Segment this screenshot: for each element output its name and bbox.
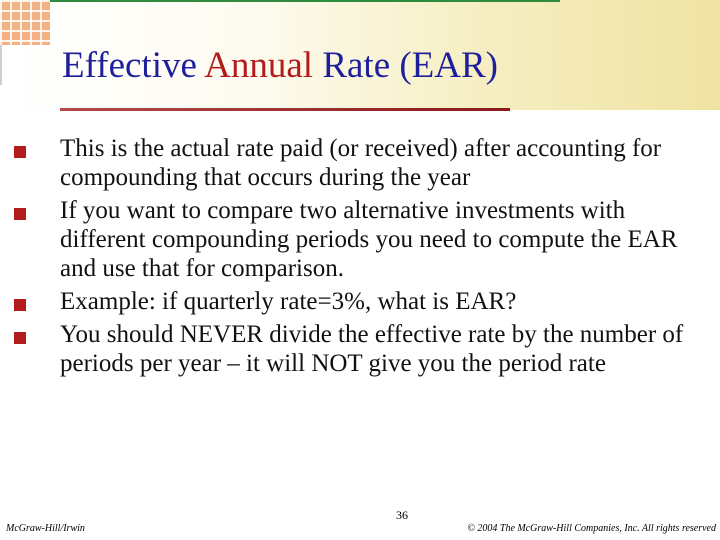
square-bullet-icon [14,299,26,311]
footer-publisher: McGraw-Hill/Irwin [6,523,85,534]
bullet-text: This is the actual rate paid (or receive… [60,135,662,191]
square-bullet-icon [14,146,26,158]
decorative-grid [0,0,50,45]
slide-title-accent: Annual [204,45,314,86]
header-background [0,0,720,110]
decorative-left-line [0,45,2,85]
slide-title-part1: Effective [62,45,205,86]
bullet-text: You should NEVER divide the effective ra… [60,321,684,377]
bullet-list: This is the actual rate paid (or receive… [14,134,704,382]
bullet-item: If you want to compare two alternative i… [14,196,704,283]
square-bullet-icon [14,332,26,344]
title-underline [60,108,510,111]
slide-title: Effective Annual Rate (EAR) [62,44,498,87]
footer-copyright: © 2004 The McGraw-Hill Companies, Inc. A… [467,523,716,534]
decorative-top-line [50,0,560,2]
square-bullet-icon [14,208,26,220]
bullet-item: This is the actual rate paid (or receive… [14,134,704,192]
bullet-text: Example: if quarterly rate=3%, what is E… [60,288,517,315]
slide-title-part2: Rate (EAR) [313,45,499,86]
bullet-item: Example: if quarterly rate=3%, what is E… [14,287,704,316]
bullet-text: If you want to compare two alternative i… [60,197,678,282]
page-number: 36 [396,508,408,522]
bullet-item: You should NEVER divide the effective ra… [14,320,704,378]
